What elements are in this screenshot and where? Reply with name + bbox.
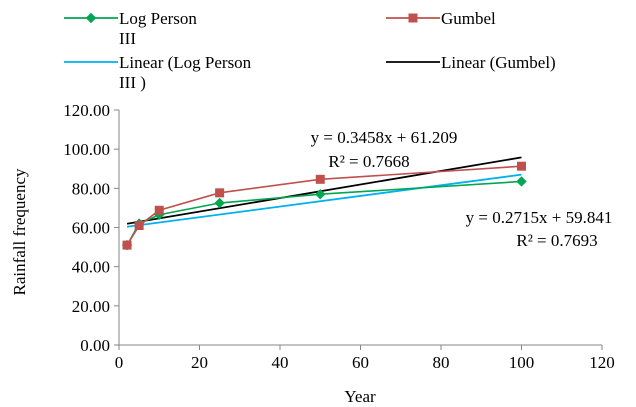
log-person-r2: R² = 0.7693: [516, 231, 597, 250]
x-axis-label: Year: [344, 387, 376, 406]
data-point: [214, 197, 225, 209]
x-tick-label: 100: [509, 353, 535, 372]
data-point: [134, 221, 144, 231]
legend-label: Log Person: [119, 9, 197, 28]
x-tick-label: 80: [433, 353, 450, 372]
x-tick-label: 0: [115, 353, 124, 372]
y-tick-label: 60.00: [72, 219, 110, 238]
y-tick-label: 100.00: [63, 140, 110, 159]
data-point: [315, 174, 325, 184]
log-person-equation: y = 0.2715x + 59.841: [466, 208, 613, 227]
y-tick-label: 0.00: [80, 336, 110, 355]
data-point: [215, 188, 225, 198]
data-point: [516, 176, 527, 187]
x-tick-label: 120: [589, 353, 615, 372]
legend-label: Linear (Log Person: [119, 53, 252, 72]
y-axis-label: Rainfall frequency: [10, 168, 29, 295]
y-tick-label: 40.00: [72, 258, 110, 277]
y-tick-label: 80.00: [72, 179, 110, 198]
trendline-annotation-log-person: y = 0.2715x + 59.841 R² = 0.7693: [466, 208, 613, 250]
gumbel-equation: y = 0.3458x + 61.209: [311, 128, 458, 147]
x-tick-label: 40: [272, 353, 289, 372]
gumbel-r2: R² = 0.7668: [328, 152, 409, 171]
tick-labels: 0 20 40 60 80 100 120 0.00 20.00 40.00 60.00 80.00 1…: [63, 101, 615, 372]
legend-label: Gumbel: [441, 9, 496, 28]
series-layer: [121, 156, 527, 251]
legend-swatch-marker: [408, 13, 418, 23]
x-tick-label: 60: [352, 353, 369, 372]
trendline-annotation-gumbel: y = 0.3458x + 61.209 R² = 0.7668: [311, 128, 458, 171]
plot-area: 0 20 40 60 80 100 120 0.00 20.00 40.00 60.00 80.00 1…: [63, 101, 615, 372]
trendline: [126, 173, 522, 228]
axes: [114, 109, 603, 350]
legend-label: Linear (Gumbel): [441, 53, 556, 72]
series-linear-gumbel: [126, 156, 522, 225]
legend-label: III: [119, 29, 136, 48]
trendline: [126, 156, 522, 225]
y-tick-label: 20.00: [72, 297, 110, 316]
series-linear-log-person-iii: [126, 173, 522, 228]
legend-label: III ): [119, 73, 146, 92]
data-point: [122, 240, 132, 250]
y-tick-label: 120.00: [63, 101, 110, 120]
x-tick-label: 20: [191, 353, 208, 372]
legend-entry-linear-gumbel: Linear (Gumbel): [386, 53, 556, 72]
legend-swatch-marker: [85, 12, 97, 24]
legend-entry-gumbel: Gumbel: [386, 9, 496, 28]
data-point: [315, 189, 326, 200]
data-point: [517, 161, 526, 171]
series-gumbel: [122, 161, 526, 250]
data-point: [154, 205, 164, 215]
